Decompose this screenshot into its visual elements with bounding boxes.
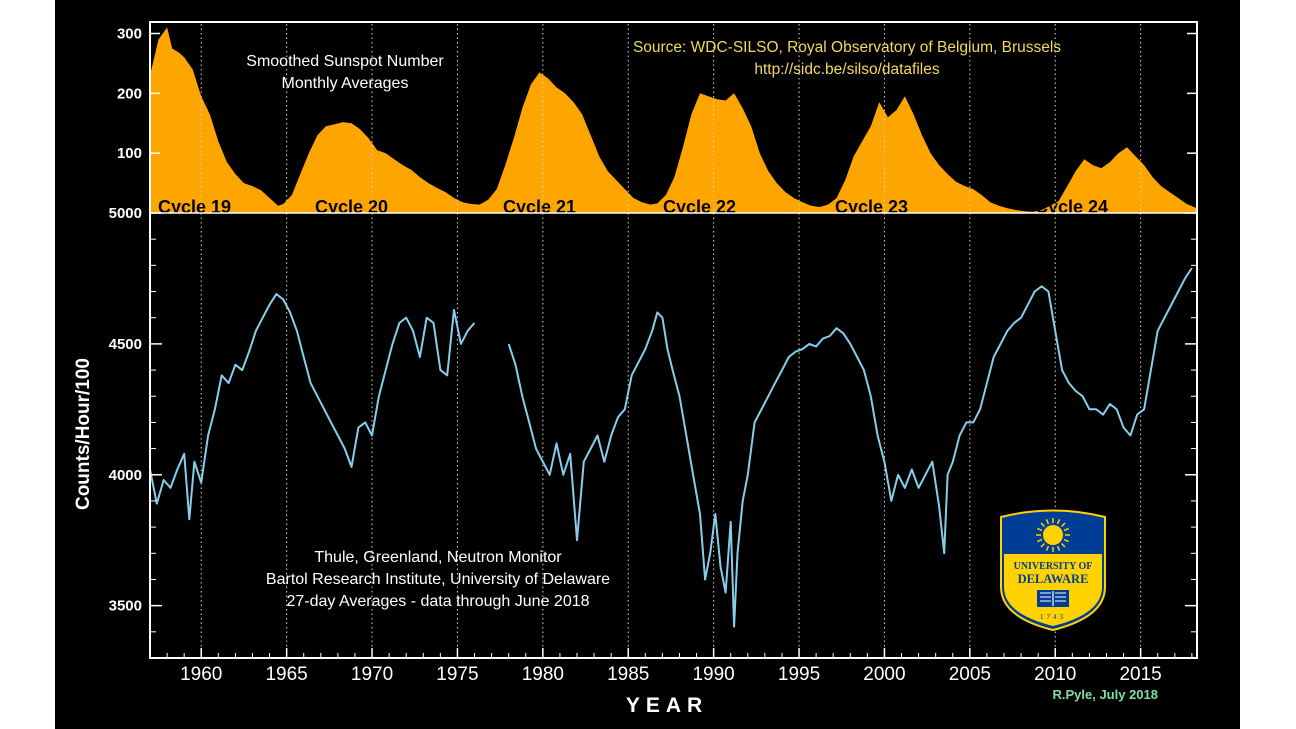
logo-wordmark-2: DELAWARE <box>1018 572 1089 586</box>
x-ticks: 1960 1965 1970 1975 1980 1985 1990 1995 2000 2005… <box>149 648 1193 685</box>
sunspot-y-ticks: 300 200 100 <box>117 26 1197 162</box>
sun-ray <box>1037 538 1043 543</box>
neutron-y-tick-label: 4500 <box>109 336 142 353</box>
book-pages <box>1040 592 1066 602</box>
neutron-y-tick-label: 4000 <box>109 467 142 484</box>
chart-stage: 300 200 100 Smoothed Sunspot Number Monthl… <box>55 0 1240 729</box>
neutron-y-tick-label: 5000 <box>109 205 142 222</box>
sun-ray <box>1045 545 1050 551</box>
sunspot-y-tick-label: 200 <box>117 85 142 102</box>
note-line-1: Thule, Greenland, Neutron Monitor <box>314 549 562 566</box>
sun-ray <box>1060 542 1066 548</box>
sun-rays <box>1036 518 1070 552</box>
x-tick-label: 1965 <box>265 664 307 685</box>
x-tick-label: 2015 <box>1119 664 1161 685</box>
note-line-3: 27-day Averages - data through June 2018 <box>286 593 589 610</box>
sunspot-area <box>150 27 1197 213</box>
plot-frame <box>149 21 1198 659</box>
x-tick-label: 1995 <box>778 664 820 685</box>
sun-ray <box>1056 519 1061 525</box>
source-line-2: http://sidc.be/silso/datafiles <box>754 61 939 78</box>
sun-ray <box>1056 545 1061 551</box>
cycle-24-label: Cycle 24 <box>1035 197 1108 217</box>
university-logo: UNIVERSITY OF DELAWARE 1743 <box>1000 509 1106 632</box>
x-tick-label: 1990 <box>692 664 734 685</box>
x-tick-label: 1960 <box>180 664 222 685</box>
x-tick-label: 2005 <box>949 664 991 685</box>
neutron-series-line <box>149 293 476 521</box>
cycle-23-label: Cycle 23 <box>835 197 908 217</box>
credit-text: R.Pyle, July 2018 <box>1052 687 1158 702</box>
sun-icon <box>1043 525 1063 545</box>
sunspot-y-tick-label: 300 <box>117 26 142 43</box>
sun-ray <box>1063 538 1069 543</box>
x-tick-label: 1985 <box>607 664 649 685</box>
x-tick-label: 1980 <box>522 664 564 685</box>
chart-svg: 300 200 100 Smoothed Sunspot Number Monthl… <box>73 21 1198 717</box>
cycle-20-label: Cycle 20 <box>315 197 388 217</box>
sun-ray <box>1060 522 1066 528</box>
sunspot-title: Smoothed Sunspot Number <box>246 53 444 70</box>
x-tick-label: 1970 <box>351 664 393 685</box>
y-axis-title: Counts/Hour/100 <box>73 358 94 510</box>
logo-year: 1743 <box>1040 613 1066 621</box>
sunspot-y-tick-label: 100 <box>117 145 142 162</box>
sun-ray <box>1063 527 1069 532</box>
cycle-19-label: Cycle 19 <box>158 197 231 217</box>
sunspot-panel: 300 200 100 Smoothed Sunspot Number Monthl… <box>117 26 1197 217</box>
neutron-series-line <box>507 267 1193 628</box>
neutron-panel: 5000 4500 4000 3500 1960 1965 1970 1975 1980 198… <box>73 24 1197 717</box>
sun-ray <box>1040 522 1046 528</box>
sun-ray <box>1040 542 1046 548</box>
note-line-2: Bartol Research Institute, University of… <box>266 571 610 588</box>
neutron-y-tick-label: 3500 <box>109 598 142 615</box>
x-tick-label: 2010 <box>1034 664 1076 685</box>
x-axis-title: YEAR <box>626 694 708 717</box>
x-tick-label: 2000 <box>863 664 905 685</box>
sun-ray <box>1037 527 1043 532</box>
x-tick-label: 1975 <box>436 664 478 685</box>
cycle-22-label: Cycle 22 <box>663 197 736 217</box>
neutron-lines <box>149 267 1193 628</box>
logo-wordmark-1: UNIVERSITY OF <box>1014 561 1093 572</box>
cycle-21-label: Cycle 21 <box>503 197 576 217</box>
sun-ray <box>1045 519 1050 525</box>
source-line-1: Source: WDC-SILSO, Royal Observatory of … <box>633 39 1061 56</box>
sunspot-subtitle: Monthly Averages <box>282 75 409 92</box>
